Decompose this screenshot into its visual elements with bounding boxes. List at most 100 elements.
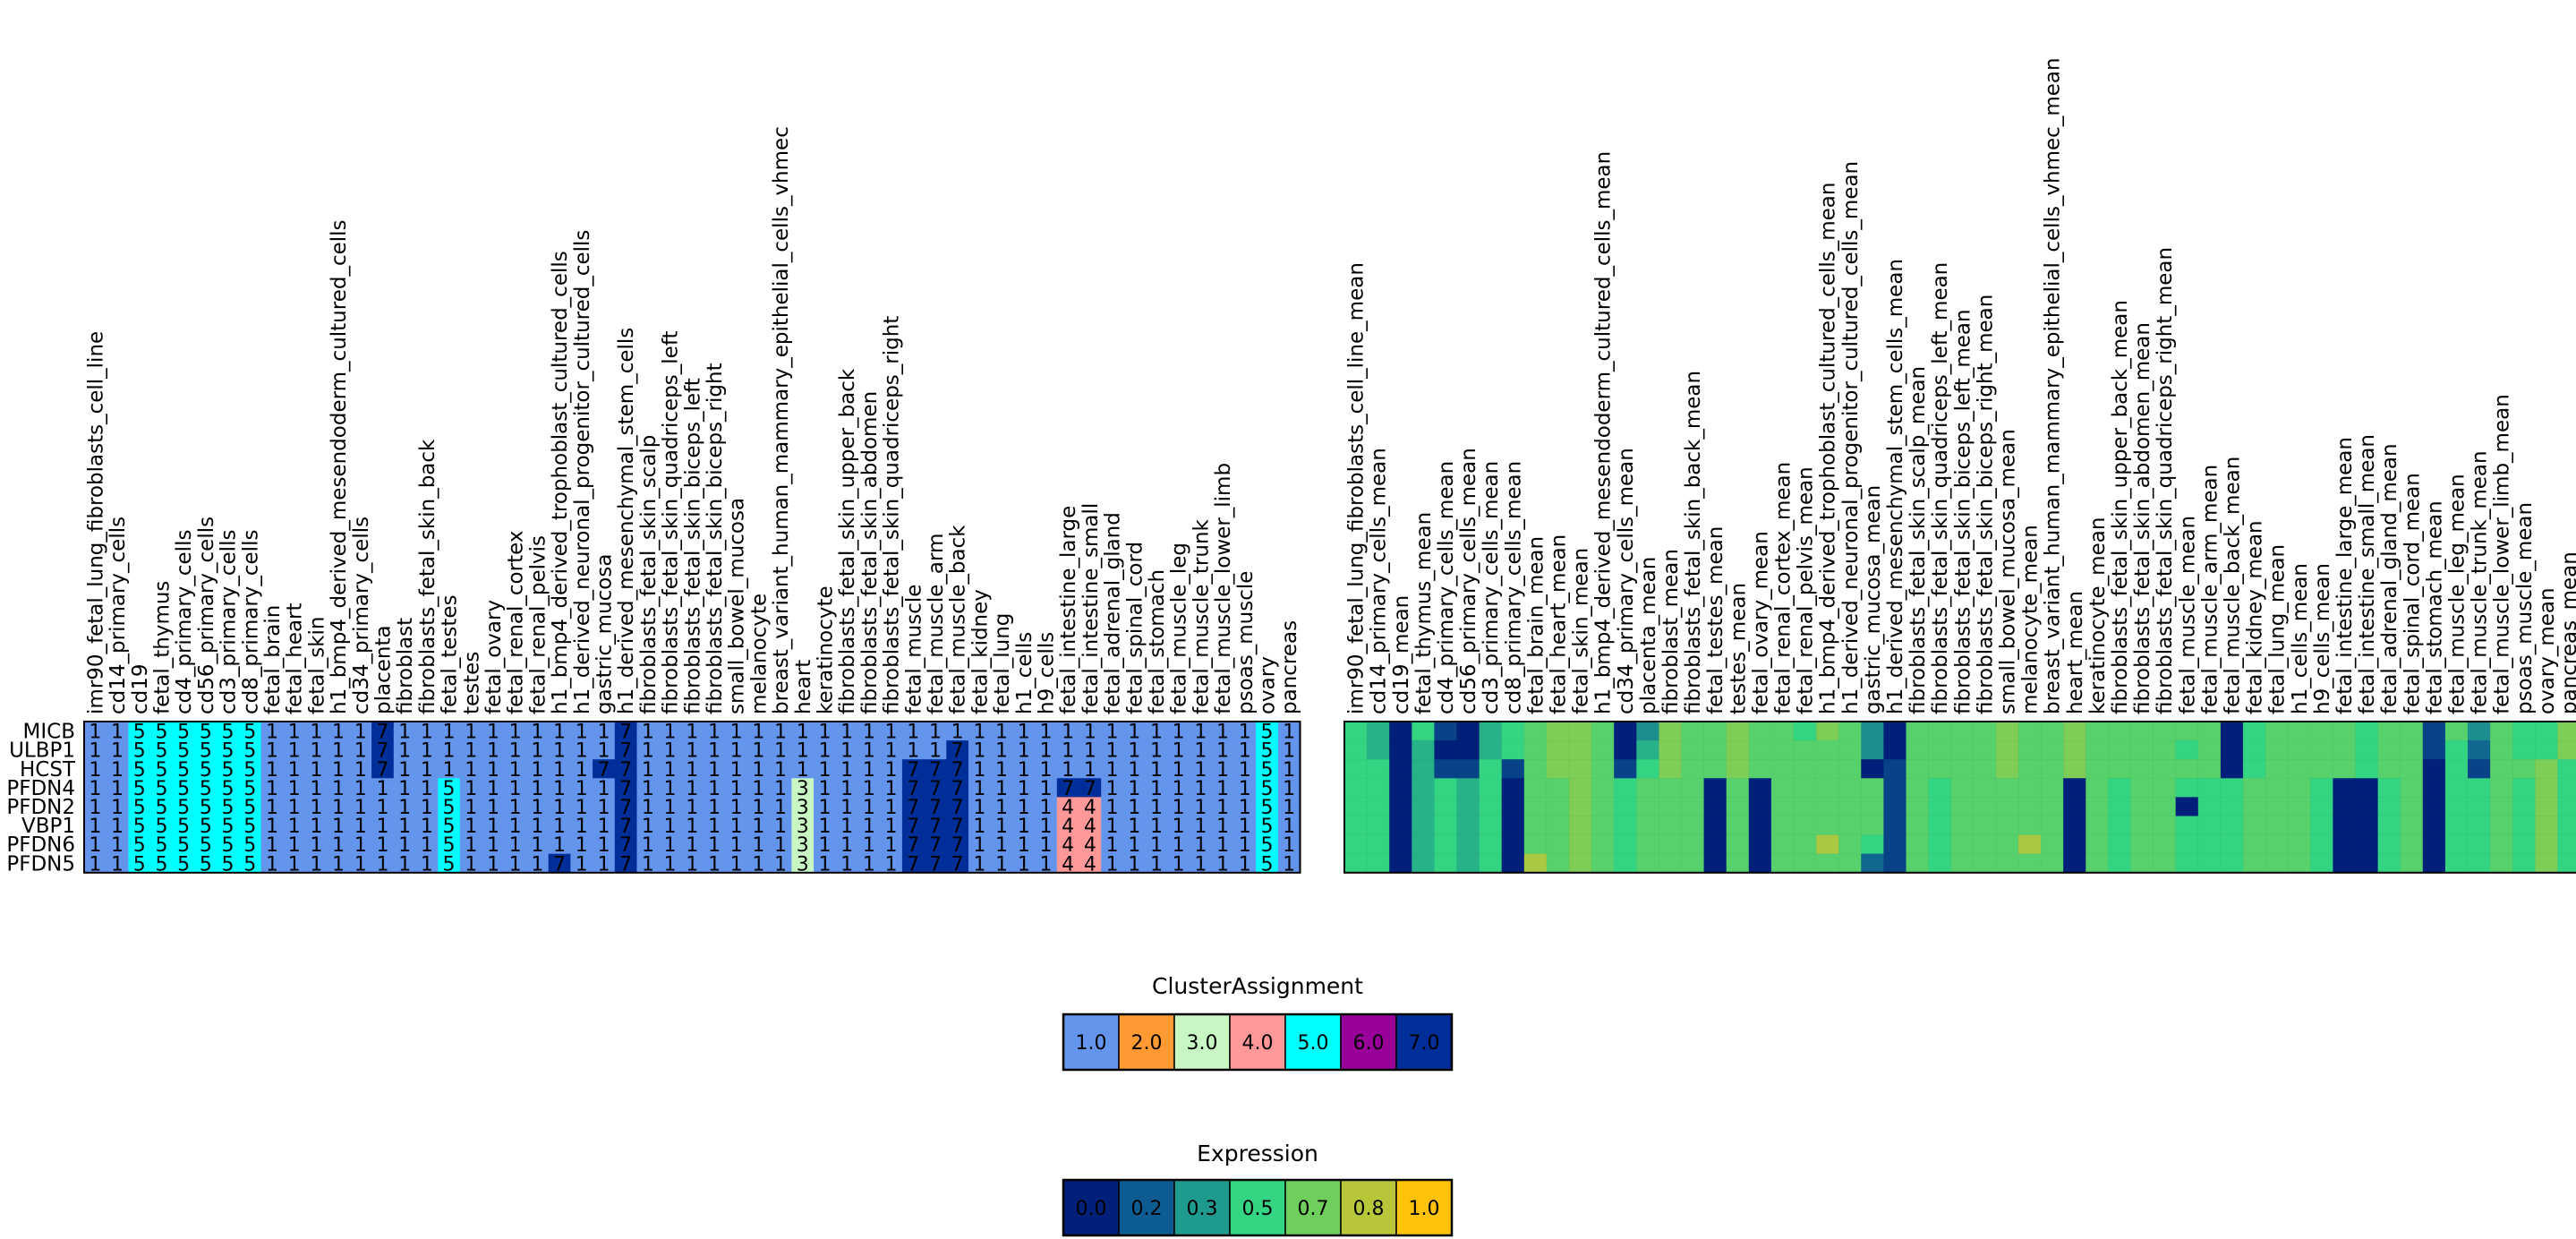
expression-cell [1793, 853, 1817, 874]
column-label: fetal_brain_mean [1524, 536, 1548, 714]
column-label: h1_cells_mean [2289, 563, 2312, 714]
expression-cell [2086, 853, 2110, 874]
expression-cell [1412, 797, 1436, 817]
cluster-cell-label: 1 [642, 722, 654, 744]
expression-cell [1412, 721, 1436, 741]
expression-cell [1636, 758, 1660, 779]
cluster-cell-label: 1 [664, 778, 677, 800]
cluster-cell [703, 797, 726, 816]
cluster-cell [1277, 759, 1301, 779]
cluster-cell [901, 853, 925, 874]
cluster-cell [1211, 797, 1234, 816]
cluster-cell-label: 1 [509, 797, 522, 819]
cluster-cell-label: 1 [1039, 853, 1052, 876]
expression-cell [1366, 778, 1390, 799]
cluster-cell-label: 1 [818, 722, 831, 744]
cluster-cell [1277, 740, 1301, 760]
expression-cell [2557, 778, 2576, 799]
expression-cell [1726, 797, 1750, 817]
cluster-cell-label: 1 [1239, 740, 1251, 763]
cluster-cell [880, 816, 903, 835]
cluster-cell [371, 834, 395, 855]
cluster-cell-label: 1 [111, 740, 124, 763]
column-label: h1_bmp4_derived_trophoblast_cultured_cel… [1817, 183, 1840, 714]
expression-cell [1636, 816, 1660, 836]
expression-cell [1861, 758, 1885, 779]
legend-swatch [1340, 1013, 1397, 1071]
cluster-cell-label: 7 [597, 759, 610, 782]
cluster-cell [1012, 853, 1036, 874]
cluster-cell-label: 1 [310, 834, 322, 857]
cluster-cell-label: 7 [951, 740, 964, 763]
cluster-legend: ClusterAssignment 1.0 2.0 3.0 4.0 5.0 6.0 7.0 [1062, 973, 1454, 1072]
expression-cell [1479, 739, 1503, 760]
expression-cell [2557, 853, 2576, 874]
cluster-cell [814, 816, 837, 835]
expression-cell [2175, 758, 2199, 779]
expression-cell [2467, 853, 2491, 874]
column-label: testes [460, 652, 483, 714]
expression-cell [1568, 721, 1592, 741]
expression-cell [1366, 739, 1390, 760]
cluster-cell-label: 5 [155, 797, 167, 819]
cluster-cell [814, 722, 837, 741]
cluster-cell-label: 1 [576, 834, 588, 857]
expression-cell [1950, 816, 1975, 836]
cluster-cell-label: 1 [863, 853, 875, 876]
cluster-cell [636, 778, 660, 798]
cluster-cell-label: 1 [752, 816, 764, 838]
expression-cell [1995, 797, 2019, 817]
expression-cell [1681, 816, 1705, 836]
cluster-cell [570, 759, 593, 779]
cluster-cell-label: 1 [354, 740, 367, 763]
cluster-cell-label: 1 [1239, 834, 1251, 857]
expression-cell [1973, 853, 1997, 874]
expression-cell [1456, 721, 1480, 741]
cluster-cell-label: 1 [354, 853, 367, 876]
cluster-cell [1035, 853, 1058, 874]
expression-cell [2512, 816, 2536, 836]
cluster-cell [968, 740, 992, 760]
cluster-cell [305, 853, 328, 874]
column-label: fetal_stomach_mean [2423, 500, 2446, 714]
column-label: fibroblasts_fetal_skin_quadriceps_right_… [2154, 247, 2177, 714]
cluster-cell [371, 759, 395, 779]
cluster-cell-label: 1 [1106, 797, 1119, 819]
expression-panel-frame [1343, 721, 2576, 874]
expression-cell [1928, 739, 1952, 760]
expression-cell [2310, 721, 2334, 741]
cluster-cell [946, 778, 969, 798]
cluster-cell [747, 778, 771, 798]
cluster-cell-label: 5 [222, 797, 235, 819]
cluster-cell [1211, 834, 1234, 855]
cluster-cell-label: 1 [995, 797, 1008, 819]
expression-cell [2086, 778, 2110, 799]
cluster-cell-label: 7 [1062, 778, 1074, 800]
expression-cell [2017, 739, 2042, 760]
expression-cell [1613, 816, 1637, 836]
cluster-cell-label: 1 [642, 853, 654, 876]
cluster-cell-label: 7 [951, 853, 964, 876]
column-label: fibroblasts_fetal_skin_scalp [637, 435, 661, 714]
legend-entry-label: 4.0 [1242, 1032, 1274, 1055]
cluster-cell [283, 778, 306, 798]
cluster-cell-label: 1 [1216, 816, 1229, 838]
expression-cell [2310, 758, 2334, 779]
cluster-cell [548, 722, 571, 741]
expression-cell [2377, 797, 2401, 817]
expression-cell [1613, 739, 1637, 760]
expression-cell [1388, 797, 1412, 817]
cluster-cell-label: 1 [1194, 853, 1207, 876]
expression-cell [2400, 797, 2424, 817]
cluster-cell-label: 1 [973, 797, 985, 819]
expression-cell [1546, 758, 1570, 779]
cluster-cell-label: 7 [1084, 778, 1096, 800]
expression-cell [1568, 758, 1592, 779]
cluster-cell-label: 1 [266, 759, 278, 782]
cluster-cell-label: 1 [597, 797, 610, 819]
cluster-cell [769, 759, 792, 779]
expression-cell [2287, 853, 2311, 874]
expression-cell [2444, 721, 2469, 741]
expression-cell [1501, 816, 1525, 836]
cluster-cell-label: 1 [1194, 759, 1207, 782]
